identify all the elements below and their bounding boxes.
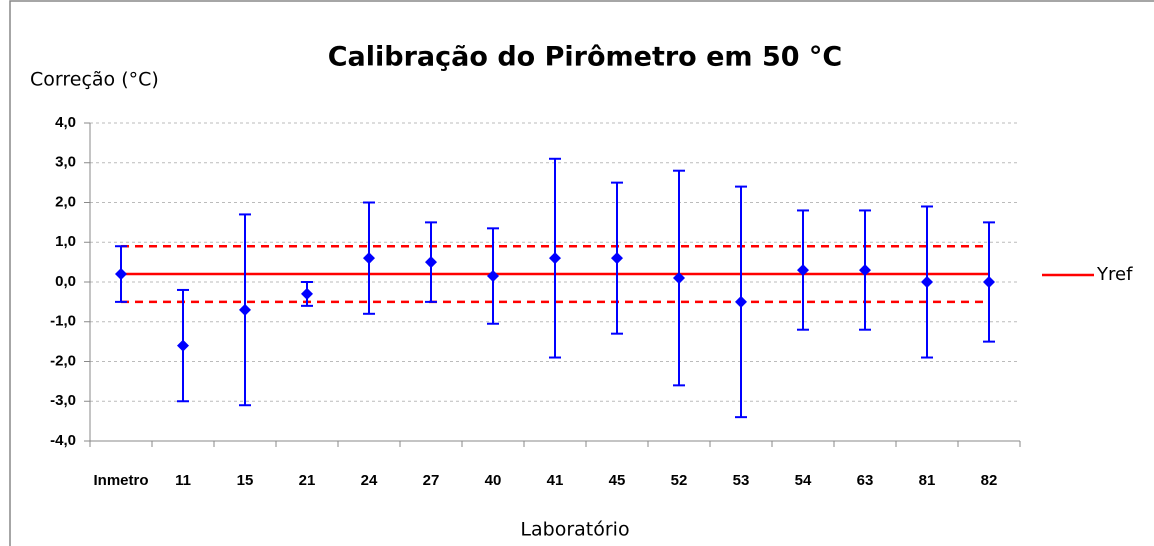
y-axis-title: Correção (°C) (30, 69, 159, 91)
point (239, 303, 251, 316)
x-tick-label: 40 (485, 472, 502, 489)
y-tick-label: 4,0 (55, 114, 76, 131)
y-tick-label: -2,0 (50, 352, 76, 369)
point (735, 295, 747, 308)
x-axis-title: Laboratório (520, 519, 629, 541)
y-tick-label: -1,0 (50, 313, 76, 330)
y-tick-label: -3,0 (50, 392, 76, 409)
y-tick-label: 0,0 (55, 273, 76, 290)
x-tick-label: 21 (299, 472, 316, 489)
point (983, 276, 995, 288)
y-tick-label: 3,0 (55, 154, 76, 171)
x-tick-label: 53 (733, 472, 750, 489)
x-tick-label: Inmetro (93, 472, 148, 489)
point (921, 276, 933, 288)
x-tick-label: 41 (547, 472, 564, 489)
x-tick-label: 15 (237, 472, 254, 489)
point (301, 287, 313, 300)
x-tick-label: 45 (609, 472, 626, 489)
chart-title: Calibração do Pirômetro em 50 °C (328, 42, 843, 73)
point (425, 256, 437, 269)
x-tick-label: 11 (175, 472, 191, 489)
point (549, 252, 561, 265)
point (487, 270, 499, 283)
x-tick-label: 54 (795, 472, 812, 489)
point (363, 252, 375, 265)
legend-label: Yref (1096, 264, 1133, 285)
point (797, 264, 809, 277)
x-tick-label: 24 (361, 472, 378, 489)
point (673, 272, 685, 285)
x-tick-label: 81 (919, 472, 936, 489)
point (611, 252, 623, 265)
x-tick-label: 63 (857, 472, 874, 489)
y-tick-label: 2,0 (55, 193, 76, 210)
point (177, 339, 189, 352)
point (115, 268, 127, 281)
x-tick-label: 82 (981, 472, 998, 489)
y-tick-label: 1,0 (55, 233, 76, 250)
x-tick-label: 52 (671, 472, 688, 489)
x-tick-label: 27 (423, 472, 440, 489)
y-tick-label: -4,0 (50, 432, 76, 449)
point (859, 264, 871, 277)
